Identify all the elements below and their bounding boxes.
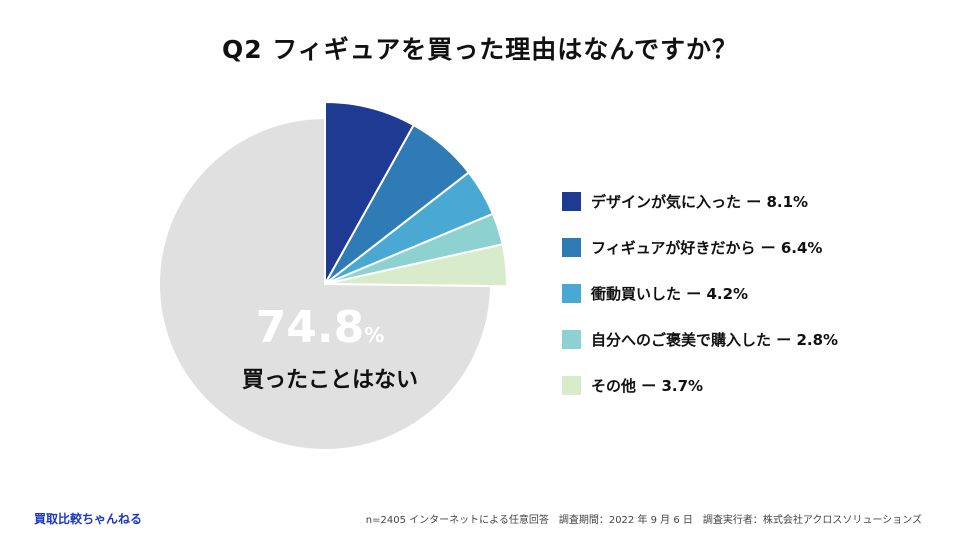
legend-label: その他 ー 3.7% [591,376,704,395]
pie-slice [324,243,508,288]
chart-title: Q2 フィギュアを買った理由はなんですか？ [221,35,739,64]
legend-swatch [562,191,581,211]
legend-swatch [562,329,581,349]
legend-label: デザインが気に入った ー 8.1% [591,192,809,211]
legend-swatch [562,283,581,303]
legend: デザインが気に入った ー 8.1% フィギュアが好きだから ー 6.4% 衝動買… [562,178,838,408]
highlight-label: 買ったことはない [241,368,418,393]
legend-label: 衝動買いした ー 4.2% [591,284,749,303]
pie-slice [324,100,416,288]
legend-swatch [562,237,581,257]
legend-item: フィギュアが好きだから ー 6.4% [562,224,838,270]
footnote: n=2405 インターネットによる任意回答 調査期間：2022 年 9 月 6 … [365,515,922,526]
legend-label: 自分へのご褒美で購入した ー 2.8% [591,330,839,349]
legend-item: 自分へのご褒美で購入した ー 2.8% [562,316,838,362]
highlight-value: 74.8% [230,302,410,353]
legend-label: フィギュアが好きだから ー 6.4% [591,238,823,257]
highlight-unit: % [364,323,385,347]
brand-name: 買取比較ちゃんねる [34,512,143,526]
legend-item: その他 ー 3.7% [562,362,838,408]
legend-item: デザインが気に入った ー 8.1% [562,178,838,224]
legend-swatch [562,375,581,395]
highlight-number: 74.8 [255,302,365,353]
legend-item: 衝動買いした ー 4.2% [562,270,838,316]
pie-slice [158,116,493,451]
